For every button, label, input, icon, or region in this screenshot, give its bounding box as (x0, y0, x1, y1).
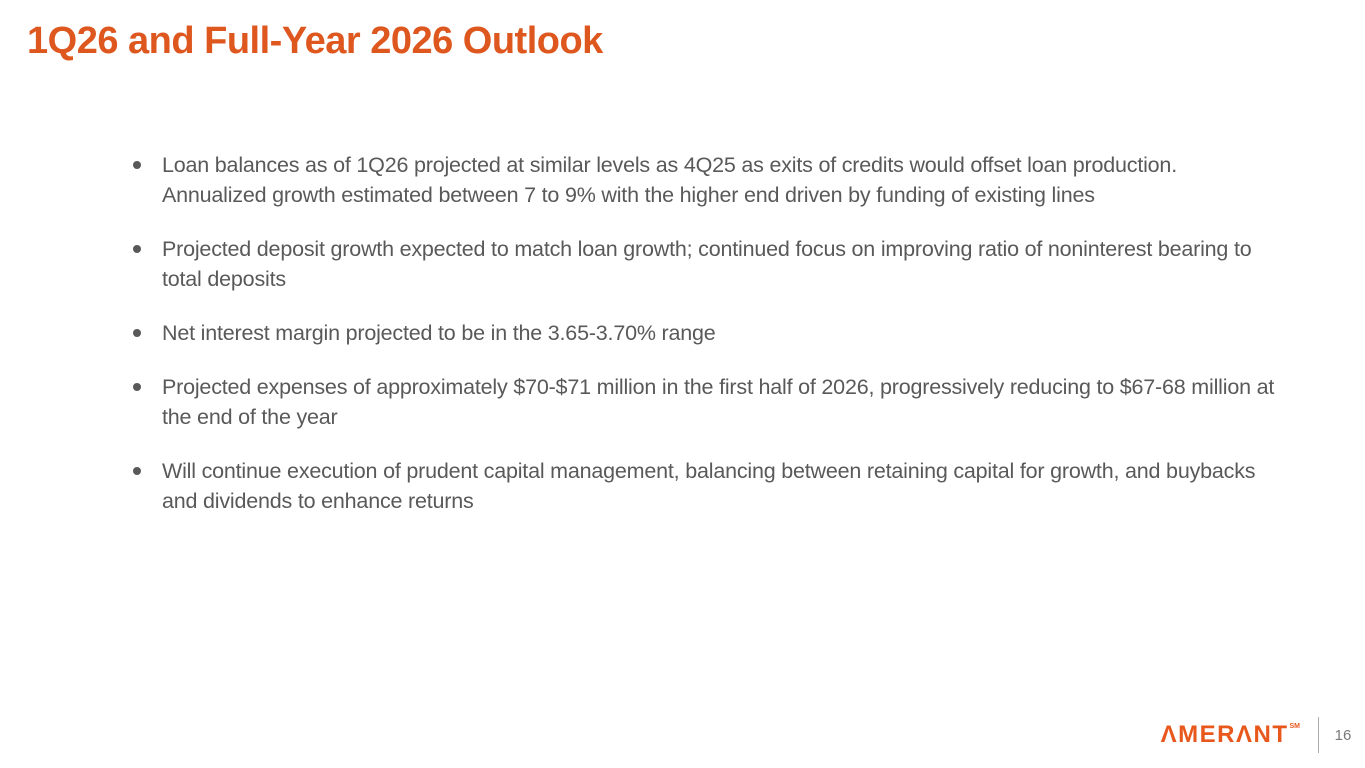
bullet-text: Will continue execution of prudent capit… (162, 459, 1256, 513)
bullet-dot-icon (133, 245, 141, 253)
bullet-item-loan-balances: Loan balances as of 1Q26 projected at si… (131, 150, 1276, 210)
bullet-text: Net interest margin projected to be in t… (162, 321, 716, 345)
amerant-logo-text: ΛMERΛNT (1160, 721, 1289, 748)
bullet-item-net-interest-margin: Net interest margin projected to be in t… (131, 318, 1276, 348)
amerant-logo: ΛMERΛNTSM (1161, 723, 1300, 747)
bullet-dot-icon (133, 161, 141, 169)
bullet-dot-icon (133, 383, 141, 391)
slide-title: 1Q26 and Full-Year 2026 Outlook (27, 20, 603, 62)
bullet-dot-icon (133, 467, 141, 475)
bullet-item-expenses: Projected expenses of approximately $70-… (131, 372, 1276, 432)
bullet-list: Loan balances as of 1Q26 projected at si… (131, 150, 1276, 540)
page-number: 16 (1334, 726, 1352, 744)
bullet-text: Loan balances as of 1Q26 projected at si… (162, 153, 1177, 207)
footer: ΛMERΛNTSM 16 (1161, 712, 1353, 758)
bullet-dot-icon (133, 329, 141, 337)
service-mark: SM (1289, 723, 1301, 730)
bullet-item-capital-management: Will continue execution of prudent capit… (131, 456, 1276, 516)
bullet-text: Projected expenses of approximately $70-… (162, 375, 1275, 429)
bullet-text: Projected deposit growth expected to mat… (162, 237, 1252, 291)
bullet-item-deposit-growth: Projected deposit growth expected to mat… (131, 234, 1276, 294)
footer-divider (1318, 717, 1319, 753)
